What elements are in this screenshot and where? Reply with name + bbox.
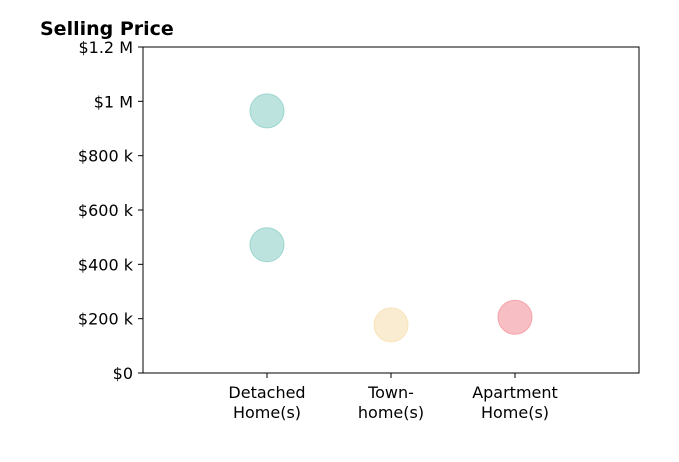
x-tick-label: Home(s) — [233, 403, 301, 422]
x-tick-label: Apartment — [472, 383, 558, 402]
x-axis: DetachedHome(s)Town-home(s)ApartmentHome… — [228, 373, 558, 422]
plot-area-frame — [142, 46, 640, 374]
data-point — [249, 93, 285, 129]
y-tick-label: $0 — [113, 364, 133, 383]
data-point — [497, 299, 533, 335]
chart-title: Selling Price — [40, 18, 174, 40]
data-points — [249, 93, 533, 343]
y-tick-label: $1 M — [94, 92, 133, 111]
data-point — [249, 227, 285, 263]
x-tick-label: Home(s) — [481, 403, 549, 422]
y-tick-label: $400 k — [78, 255, 134, 274]
x-tick-label: home(s) — [358, 403, 424, 422]
y-axis: $0 $200 k $400 k $600 k $800 k $1 M $1.2 M — [78, 38, 143, 383]
y-tick-label: $1.2 M — [78, 38, 133, 57]
y-tick-label: $600 k — [78, 201, 134, 220]
y-tick-label: $200 k — [78, 310, 134, 329]
y-tick-label: $800 k — [78, 147, 134, 166]
x-tick-label: Town- — [367, 383, 414, 402]
data-point — [373, 307, 409, 343]
x-tick-label: Detached — [228, 383, 305, 402]
